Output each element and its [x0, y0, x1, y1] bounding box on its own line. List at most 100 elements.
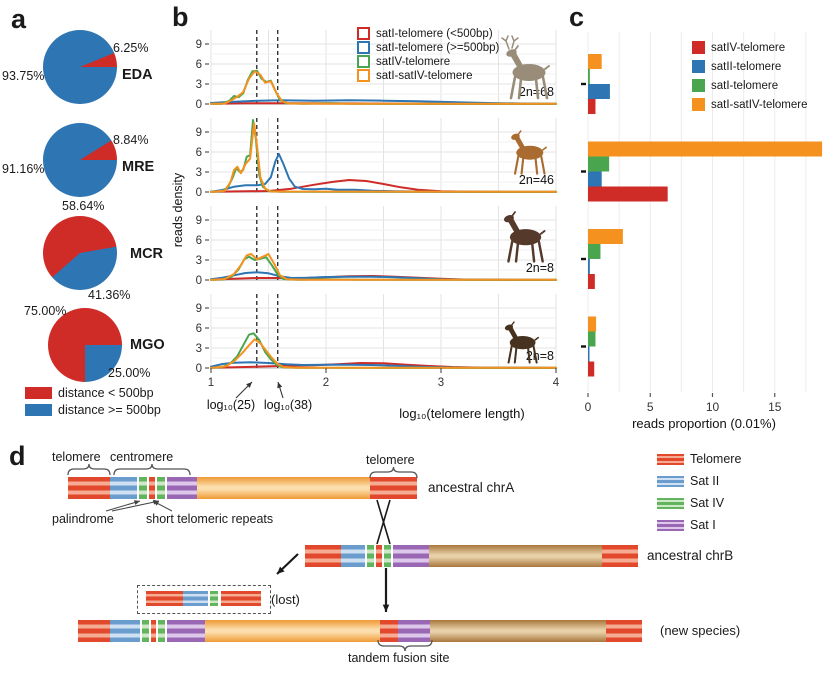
- pie-pct-red-EDA: 6.25%: [113, 41, 149, 55]
- sat-iv-swatch-icon: [657, 497, 684, 509]
- ancestral-chrB-label: ancestral chrB: [647, 548, 734, 563]
- panel-c-legend-label: satII-telomere: [711, 60, 782, 73]
- segment-telS: [149, 477, 155, 499]
- panel-c-legend-label: satIV-telomere: [711, 41, 786, 54]
- pie-chart-MGO: [48, 308, 122, 382]
- y-axis-label: reads density: [171, 172, 185, 247]
- segment-satIV: [210, 591, 218, 606]
- panel-c-legend-row: satI-telomere: [692, 79, 808, 92]
- density-curve-orange: [210, 122, 557, 193]
- bar-chart-svg: 0 5 10 15 reads proportion (0.01%): [581, 32, 823, 431]
- x-axis-label: reads proportion (0.01%): [632, 416, 776, 431]
- bar-red-2n=8-2: [588, 274, 595, 289]
- pie-species-MGO: MGO: [130, 337, 165, 353]
- panel-d-legend: Telomere Sat II Sat IV Sat I: [657, 452, 741, 540]
- animal-leg: [537, 240, 544, 263]
- panel-d-chromosome-diagram: telomere centromere telomere ancestral chrA…: [0, 440, 828, 674]
- animal-tail: [534, 336, 539, 341]
- animal-ear: [510, 321, 515, 326]
- animal-body: [512, 64, 546, 81]
- density-curve-orange: [210, 253, 557, 281]
- segment-satIV: [384, 545, 391, 567]
- recombination-cross-line: [376, 499, 391, 545]
- segment-satII: [110, 477, 137, 499]
- panel-a-legend-row: distance < 500bp: [25, 386, 161, 400]
- animal-ear: [511, 211, 516, 217]
- y-tick-label: 9: [196, 39, 202, 51]
- recombination-cross-line: [376, 499, 391, 545]
- y-tick-label: 0: [196, 99, 202, 111]
- animal-body: [509, 336, 536, 350]
- pie-pct-blue-EDA: 93.75%: [2, 69, 45, 83]
- telomere-left-brace: [67, 463, 111, 476]
- orange-filled-square-icon: [692, 98, 705, 111]
- vline-annotation-38: log₁₀(38): [264, 398, 312, 412]
- annotation-arrow-38-head: [277, 382, 283, 389]
- animal-head: [511, 133, 520, 140]
- short-telomeric-repeats-label: short telomeric repeats: [146, 512, 274, 526]
- panel-b-legend-row: satI-telomere (<500bp): [357, 27, 499, 40]
- y-tick-label: 6: [196, 235, 202, 247]
- palindrome-label: palindrome: [52, 512, 114, 526]
- panel-a-legend-row: distance >= 500bp: [25, 403, 161, 417]
- panel-c-legend-row: satIV-telomere: [692, 41, 808, 54]
- panel-b-density-plots: 0 3 6 9 2n=68 0 3 6 9 2n=46 0 3 6 9 2n=8 0 3 6 9 2n=8 1 2 3 4 lo…: [171, 27, 560, 421]
- segment-tel: [305, 545, 341, 567]
- ancestral-chrA-label: ancestral chrA: [428, 480, 515, 495]
- new-species-label: (new species): [660, 623, 741, 638]
- x-tick-label: 5: [647, 400, 654, 414]
- animal-leg: [534, 77, 540, 100]
- blue-open-square-icon: [357, 41, 370, 54]
- panel-d-legend-label: Sat IV: [690, 496, 725, 510]
- lost-fragment-dashed-box: [137, 585, 271, 614]
- centromere-label: centromere: [110, 450, 174, 464]
- pie-chart-EDA: [43, 30, 117, 104]
- karyotype-label: 2n=8: [526, 349, 554, 363]
- y-tick-label: 6: [196, 59, 202, 71]
- animal-leg: [530, 242, 536, 263]
- pie-species-MRE: MRE: [122, 159, 155, 175]
- animal-ear: [517, 130, 522, 136]
- centromere-brace: [113, 463, 191, 476]
- bar-blue-2n=8-2: [588, 259, 590, 274]
- segment-telS: [151, 620, 156, 642]
- lost-label: (lost): [271, 592, 300, 607]
- segment-bodyB: [430, 620, 606, 642]
- bar-green-2n=46-1: [588, 156, 610, 172]
- density-curve-orange: [210, 338, 557, 369]
- animal-leg: [532, 345, 538, 364]
- panel-c-legend-label: satI-telomere: [711, 79, 779, 92]
- karyotype-label: 2n=46: [519, 173, 554, 187]
- red-filled-square-icon: [692, 41, 705, 54]
- animal-head: [506, 49, 517, 57]
- panel-b-legend-row: satI-satIV-telomere: [357, 69, 499, 82]
- y-tick-label: 3: [196, 255, 202, 267]
- segment-tel: [221, 591, 261, 606]
- telomere-swatch-icon: [657, 453, 684, 465]
- chromosome-0: [68, 477, 768, 499]
- x-tick-label: 3: [438, 377, 444, 389]
- segment-satI: [393, 545, 429, 567]
- x-axis-label: log₁₀(telomere length): [399, 406, 524, 421]
- panel-b-label: b: [172, 2, 189, 32]
- panel-d-legend-row: Sat II: [657, 474, 741, 488]
- panel-c-legend-row: satI-satIV-telomere: [692, 98, 808, 111]
- segment-satI: [167, 477, 197, 499]
- y-tick-label: 0: [196, 275, 202, 287]
- short-repeats-pointer: [152, 500, 173, 512]
- pie-pct-blue-MCR: 41.36%: [88, 288, 131, 302]
- animal-leg: [534, 156, 539, 175]
- animal-tail: [544, 65, 550, 70]
- y-tick-label: 6: [196, 147, 202, 159]
- segment-tel: [606, 620, 642, 642]
- pie-pct-red-MCR: 58.64%: [62, 199, 105, 213]
- segment-satII: [110, 620, 140, 642]
- segment-tel: [370, 477, 417, 499]
- dark-muntjac-photo: [503, 211, 546, 263]
- short-repeats-pointer-head: [153, 501, 160, 506]
- animal-antlers: [501, 35, 519, 50]
- segment-satIV: [142, 620, 149, 642]
- density-subplot-2n=8-2: 0 3 6 9 2n=8: [196, 206, 557, 287]
- palindrome-pointer-2: [111, 500, 160, 512]
